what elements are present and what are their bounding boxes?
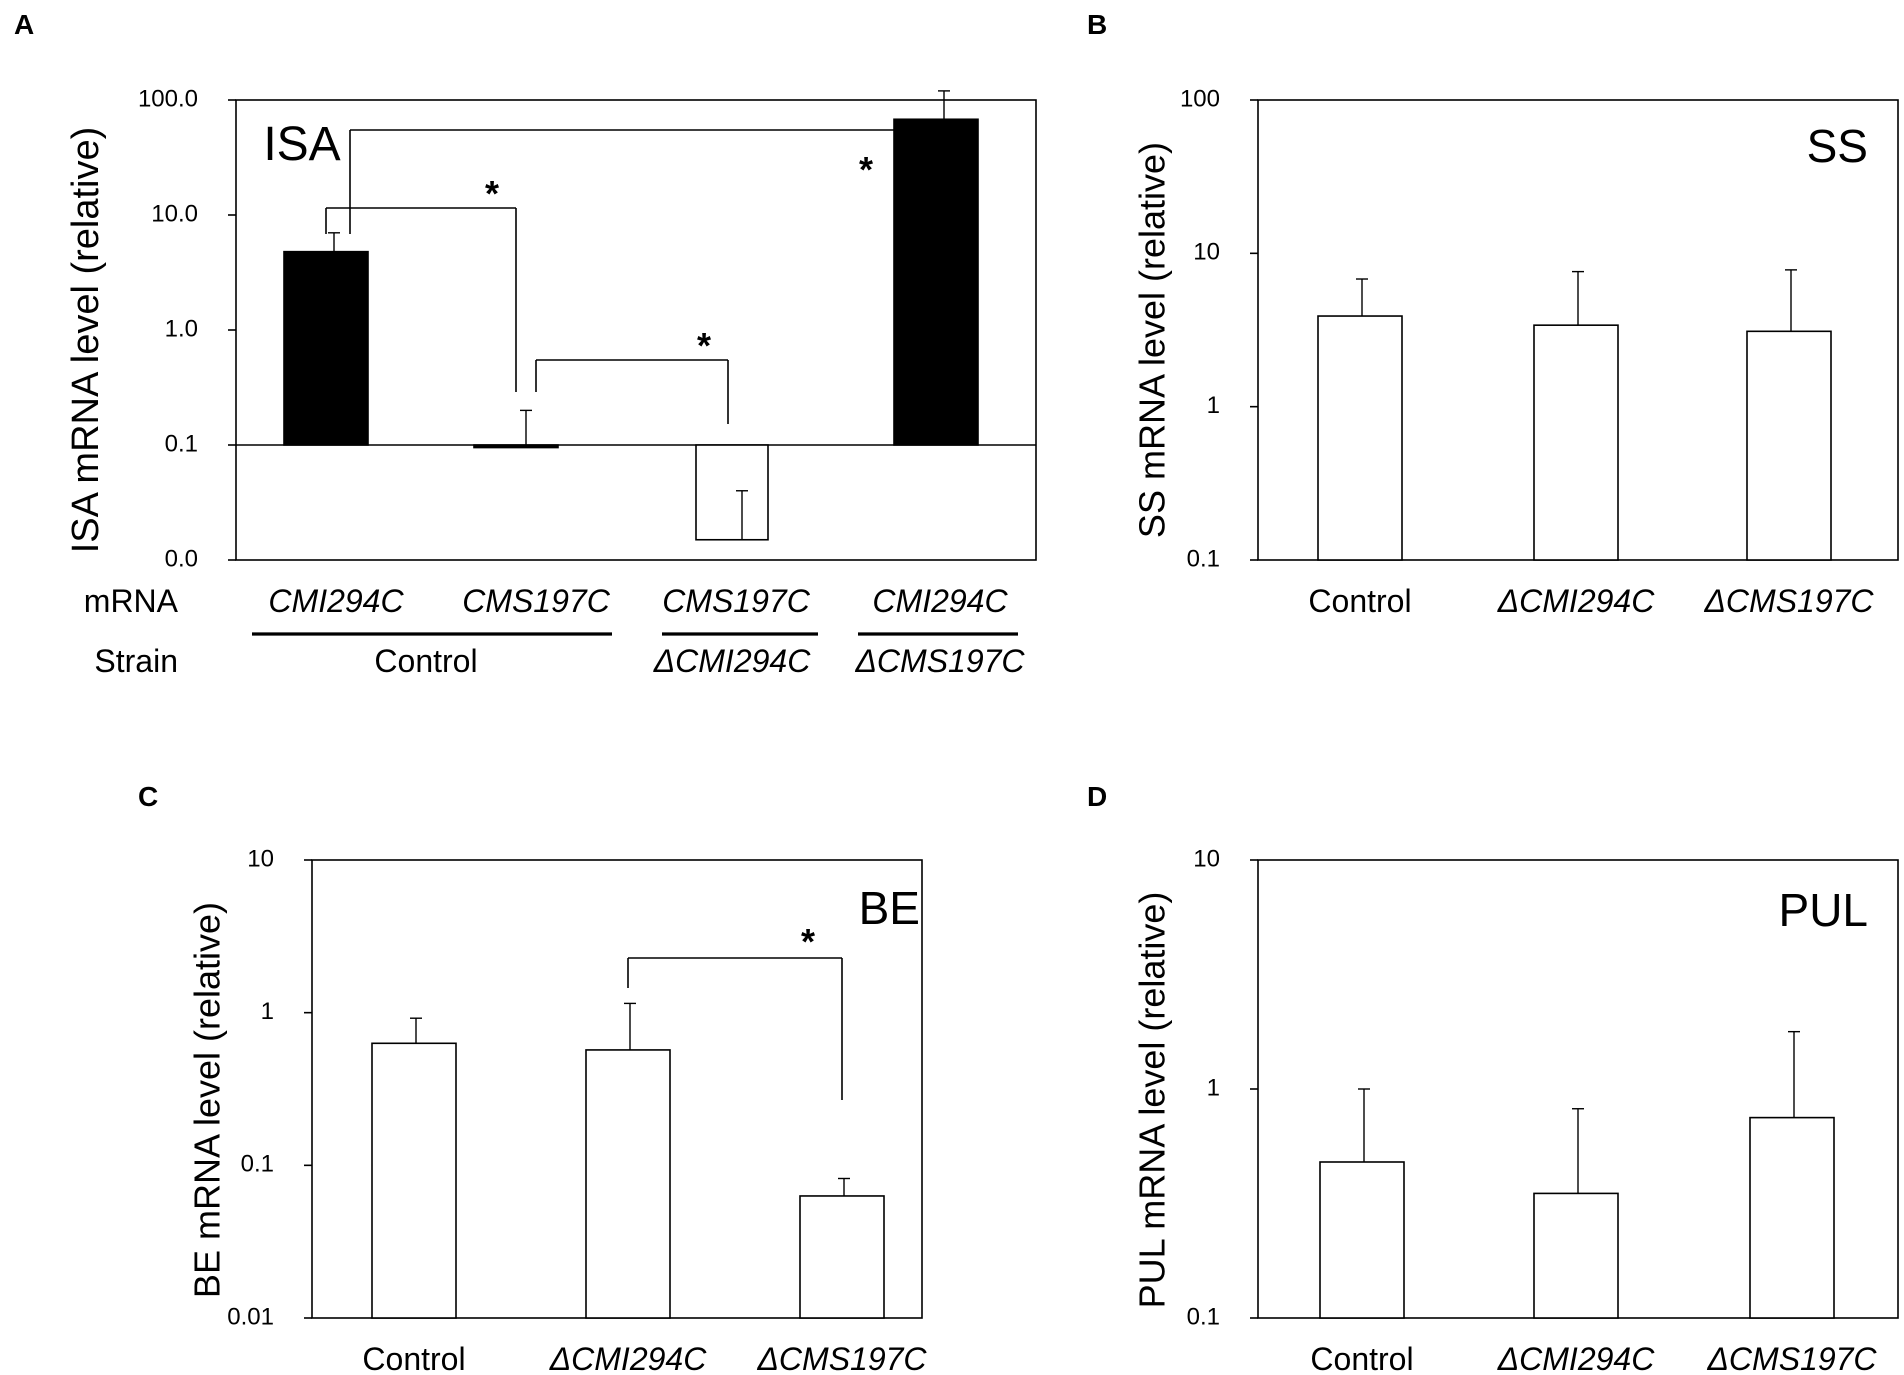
panel-a-bar	[473, 444, 559, 449]
panel-c-ylabel: BE mRNA level (relative)	[187, 902, 228, 1298]
panel-b-title: SS	[1807, 120, 1868, 172]
panel-a-strain-label: ΔCMS197C	[854, 643, 1025, 679]
panel-a-title: ISA	[263, 118, 340, 171]
panel-c-bar	[371, 1042, 457, 1319]
panel-d-category-label: ΔCMS197C	[1706, 1341, 1877, 1375]
panel-d-ytick-label: 10	[1193, 845, 1220, 872]
panel-a-mrna-label: CMI294C	[268, 583, 404, 619]
panel-a-mrna-label: CMS197C	[662, 583, 811, 619]
panel-b-category-label: Control	[1308, 583, 1411, 619]
panel-b-ytick-label: 10	[1193, 239, 1220, 266]
panel-b-letter: B	[1087, 9, 1107, 40]
panel-a-bar	[893, 118, 979, 446]
panel-a-ytick-label: 1.0	[165, 315, 198, 342]
panel-c-letter: C	[138, 781, 158, 812]
panel-a-ytick-label: 0.0	[165, 545, 198, 572]
panel-c-category-label: ΔCMI294C	[549, 1341, 708, 1375]
panel-a-strain-label: Control	[374, 643, 477, 679]
panel-b-bar	[1746, 330, 1832, 561]
panel-a-ytick-label: 100.0	[138, 85, 198, 112]
panel-c-title: BE	[859, 882, 920, 934]
panel-a-sig-star: *	[697, 325, 711, 366]
panel-a-ylabel: ISA mRNA level (relative)	[65, 127, 107, 554]
panel-a-strain-label: ΔCMI294C	[653, 643, 812, 679]
panel-b-category-label: ΔCMS197C	[1703, 583, 1874, 619]
panel-a-bar	[695, 444, 769, 541]
panel-c-ytick-label: 0.1	[241, 1151, 274, 1178]
panel-a-mrna-label: CMS197C	[462, 583, 611, 619]
panel-c-bar	[585, 1049, 671, 1319]
panel-b-ytick-label: 100	[1180, 85, 1220, 112]
panel-a-ytick-label: 0.1	[165, 430, 198, 457]
panel-a-bar	[283, 250, 369, 446]
panel-d-bar	[1749, 1116, 1835, 1319]
panel-d-bar	[1533, 1192, 1619, 1319]
panel-c-ytick-label: 0.01	[227, 1303, 274, 1330]
panel-d-ytick-label: 0.1	[1187, 1303, 1220, 1330]
panel-b-category-label: ΔCMI294C	[1497, 583, 1656, 619]
panel-a-letter: A	[14, 9, 34, 40]
panel-a-sig-star: *	[859, 149, 873, 190]
panel-b-ytick-label: 0.1	[1187, 545, 1220, 572]
panel-d-bar	[1319, 1161, 1405, 1319]
panel-c-category-label: Control	[362, 1341, 465, 1375]
panel-a-ytick-label: 10.0	[151, 200, 198, 227]
panel-a-sig-star: *	[485, 173, 499, 214]
panel-c-ytick-label: 1	[261, 998, 274, 1025]
panel-c-ytick-label: 10	[247, 845, 274, 872]
panel-d-letter: D	[1087, 781, 1107, 812]
panel-d-ytick-label: 1	[1207, 1074, 1220, 1101]
panel-c-bar	[799, 1195, 885, 1319]
panel-a-row-label-strain: Strain	[94, 643, 178, 679]
panel-b-ytick-label: 1	[1207, 392, 1220, 419]
panel-d-category-label: Control	[1310, 1341, 1413, 1375]
panel-b-bar	[1317, 315, 1403, 561]
panel-c-category-label: ΔCMS197C	[756, 1341, 927, 1375]
panel-a-row-label-mrna: mRNA	[84, 583, 179, 619]
panel-b-ylabel: SS mRNA level (relative)	[1132, 142, 1173, 538]
panel-d-category-label: ΔCMI294C	[1497, 1341, 1656, 1375]
panel-a-mrna-label: CMI294C	[872, 583, 1008, 619]
panel-c-sig-star: *	[801, 921, 815, 962]
panel-d-ylabel: PUL mRNA level (relative)	[1132, 892, 1173, 1309]
panel-b-bar	[1533, 324, 1619, 561]
panel-d-title: PUL	[1779, 884, 1868, 936]
